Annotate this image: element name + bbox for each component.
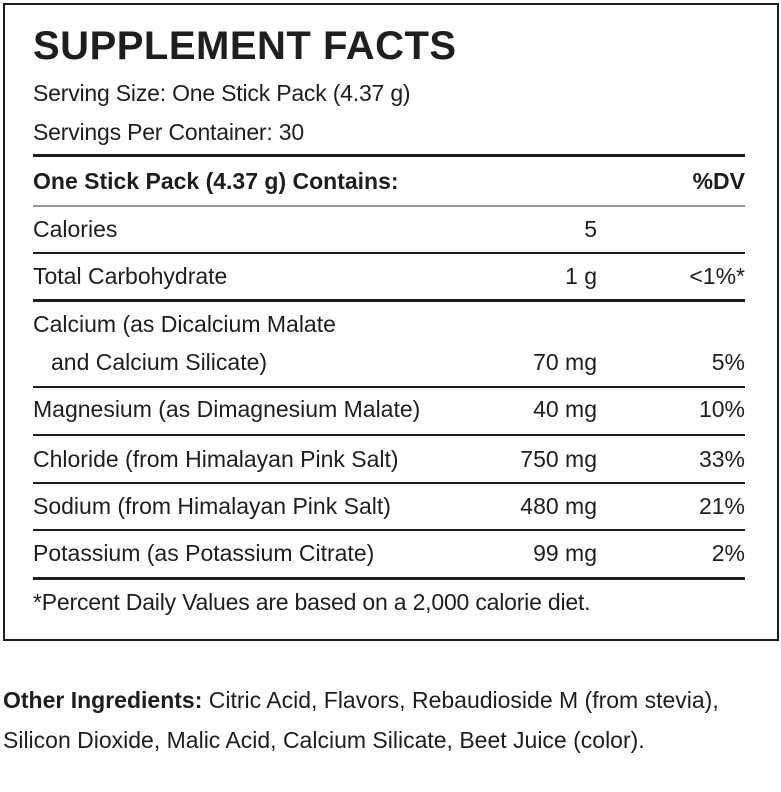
divider <box>33 299 745 302</box>
other-ingredients-text: Citric Acid, Flavors, Rebaudioside M (fr… <box>3 687 719 753</box>
table-row: Calories 5 <box>33 216 597 242</box>
divider <box>33 205 745 207</box>
supplement-facts-panel <box>3 3 779 641</box>
other-ingredients-label: Other Ingredients: <box>3 687 203 713</box>
servings-per-container: Servings Per Container: 30 <box>33 119 304 145</box>
header-label: One Stick Pack (4.37 g) Contains: <box>33 168 399 194</box>
table-row: Chloride (from Himalayan Pink Salt) 750 … <box>33 446 745 472</box>
divider <box>33 154 745 157</box>
divider <box>33 482 745 484</box>
divider <box>33 529 745 531</box>
footnote: *Percent Daily Values are based on a 2,0… <box>33 589 591 615</box>
table-header: One Stick Pack (4.37 g) Contains: %DV <box>33 168 745 198</box>
table-row: Sodium (from Himalayan Pink Salt) 480 mg… <box>33 493 745 519</box>
divider <box>33 577 745 580</box>
divider <box>33 252 745 254</box>
divider <box>33 386 745 388</box>
table-row: Total Carbohydrate 1 g <1%* <box>33 263 745 289</box>
table-row: Potassium (as Potassium Citrate) 99 mg 2… <box>33 540 745 566</box>
table-row: and Calcium Silicate) 70 mg 5% <box>51 349 745 375</box>
header-dv: %DV <box>692 168 745 194</box>
table-row: Magnesium (as Dimagnesium Malate) 40 mg … <box>33 396 745 422</box>
other-ingredients: Other Ingredients: Citric Acid, Flavors,… <box>3 680 773 760</box>
table-row: Calcium (as Dicalcium Malate <box>33 311 336 337</box>
divider <box>33 434 745 436</box>
panel-title: SUPPLEMENT FACTS <box>33 24 457 68</box>
serving-size: Serving Size: One Stick Pack (4.37 g) <box>33 80 411 106</box>
